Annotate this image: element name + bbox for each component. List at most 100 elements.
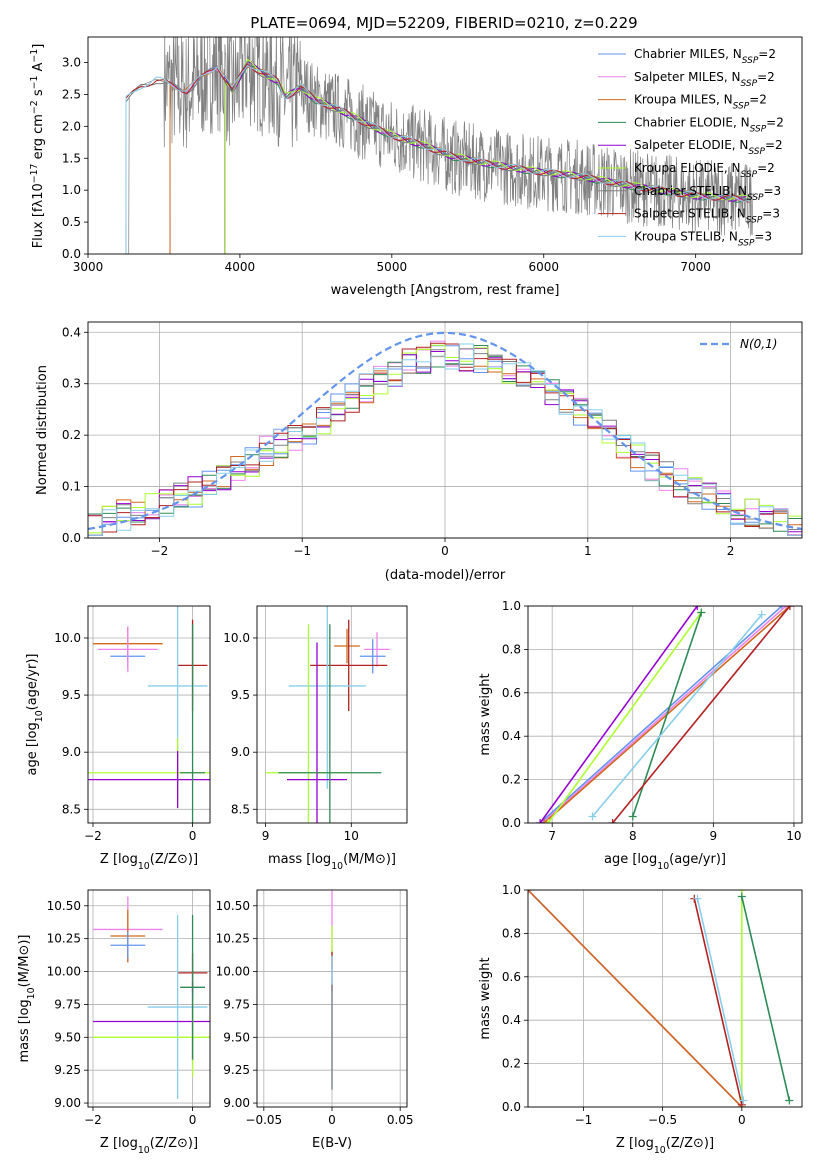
legend: Chabrier MILES, NSSP=2 Salpeter MILES, NS… (598, 47, 784, 248)
y-tick-label: 10.25 (47, 932, 81, 946)
x-tick-label: −0.5 (648, 1113, 677, 1127)
data-spectrum (126, 37, 754, 254)
y-tick-label: 0.0 (502, 1100, 521, 1114)
y-tick-label: 9.25 (223, 1063, 250, 1077)
label-part: −17 (29, 163, 40, 183)
histogram (88, 342, 802, 536)
legend-tail: =2 (757, 70, 775, 84)
x-tick-label: 9 (710, 829, 718, 843)
weight-line (741, 896, 791, 1101)
label-part: mass [log (17, 999, 32, 1062)
label-part: (age/yr)] (25, 654, 40, 711)
point-marker (540, 819, 549, 823)
legend-main: Kroupa ELODIE, N (634, 161, 741, 175)
label-part: 10 (26, 987, 37, 999)
label-part: ⊙)] (693, 1136, 714, 1151)
y-tick-label: 9.75 (54, 997, 81, 1011)
label-part: −1 (29, 76, 40, 90)
point-marker (628, 812, 637, 821)
x-axis-label: mass [log10(M/M⊙)] (268, 852, 396, 872)
legend-label: Kroupa STELIB, NSSP=3 (634, 229, 772, 248)
y-tick-label: 9.00 (54, 1096, 81, 1110)
y-tick-label: 10.50 (47, 899, 81, 913)
y-tick-label: 0.6 (502, 686, 521, 700)
axes-frame (87, 36, 803, 255)
panel-spectrum: 3000 4000 5000 6000 7000 0.0 0.5 1.0 1.5 2.0 2.5 3.… (29, 36, 803, 298)
legend-sub: SSP (747, 193, 764, 203)
y-tick-label: 2.0 (62, 119, 81, 133)
point-marker (544, 819, 553, 823)
weight-line (611, 606, 791, 823)
point-marker (785, 1096, 794, 1105)
x-tick-label: 0 (189, 1113, 197, 1127)
x-tick-label: 10 (786, 829, 801, 843)
legend-label: N(0,1) (740, 337, 777, 351)
legend: N(0,1) (700, 337, 777, 351)
y-tick-label: 9.00 (223, 1096, 250, 1110)
point-marker (757, 610, 766, 619)
legend-sub: SSP (741, 79, 758, 89)
y-axis-label: mass [log10(M/M⊙)] (17, 934, 37, 1062)
legend-sub: SSP (741, 170, 758, 180)
x-tick-label: 10 (344, 829, 359, 843)
y-tick-label: 1.0 (62, 183, 81, 197)
y-tick-label: 0.0 (62, 247, 81, 261)
x-tick-label: −2 (84, 829, 102, 843)
weight-line (632, 612, 703, 817)
point-marker (739, 1096, 748, 1105)
legend-label: Salpeter STELIB, NSSP=3 (634, 207, 780, 226)
y-tick-label: 8.5 (231, 802, 250, 816)
label-part: (Z/Z (666, 1136, 693, 1151)
y-tick-label: 0.8 (502, 642, 521, 656)
label-part: Flux [f (31, 207, 46, 248)
y-tick-label: 3.0 (62, 56, 81, 70)
legend-main: Chabrier STELIB, N (634, 184, 747, 198)
legend-tail: =3 (762, 207, 780, 221)
label-part: mass [log (268, 852, 331, 867)
point-marker (785, 606, 794, 610)
y-tick-label: 0.1 (62, 480, 81, 494)
legend-tail: =3 (754, 229, 772, 243)
model-line (224, 58, 749, 254)
y-tick-label: 0.8 (502, 926, 521, 940)
legend-label: Kroupa MILES, NSSP=2 (634, 93, 767, 112)
legend-label: Chabrier STELIB, NSSP=3 (634, 184, 781, 203)
label-part: Z [log (100, 1136, 138, 1151)
legend-label: Chabrier MILES, NSSP=2 (634, 47, 776, 66)
plot-area (265, 606, 390, 823)
x-tick-label: −2 (151, 544, 169, 558)
legend-label: Chabrier ELODIE, NSSP=2 (634, 115, 784, 134)
weight-line (528, 890, 743, 1107)
plot-area (92, 896, 210, 1100)
y-tick-label: 2.5 (62, 87, 81, 101)
y-tick-label: 0.2 (62, 428, 81, 442)
legend-label: Kroupa ELODIE, NSSP=2 (634, 161, 775, 180)
y-tick-label: 9.0 (231, 745, 250, 759)
y-tick-label: 9.50 (54, 1030, 81, 1044)
y-tick-label: 10.00 (47, 965, 81, 979)
x-tick-label: 0 (738, 1113, 746, 1127)
label-part: ⊙)] (17, 934, 32, 955)
legend-label: Salpeter MILES, NSSP=2 (634, 70, 775, 89)
x-tick-label: 8 (629, 829, 637, 843)
x-tick-label: 6000 (528, 260, 559, 274)
y-tick-label: 0.0 (62, 531, 81, 545)
legend-main: Kroupa STELIB, N (634, 229, 738, 243)
legend-main: Chabrier ELODIE, N (634, 115, 750, 129)
y-axis-label: Normed distribution (35, 365, 50, 495)
label-part: Z [log (100, 852, 138, 867)
axes-frame (256, 889, 408, 1108)
y-tick-label: 9.5 (62, 688, 81, 702)
model-line (125, 64, 749, 254)
label-part: (M/M (343, 852, 375, 867)
label-part: (Z/Z (150, 852, 177, 867)
point-marker (693, 894, 702, 903)
y-tick-label: 10.00 (216, 965, 250, 979)
x-tick-label: 2 (727, 544, 735, 558)
label-part: A (31, 62, 46, 75)
panel-age_vs_Z: −2 08.59.09.510.0Z [log10(Z/Z⊙)]age [log1… (25, 605, 211, 872)
legend-main: Salpeter ELODIE, N (634, 138, 748, 152)
label-part: 10 (331, 861, 343, 872)
